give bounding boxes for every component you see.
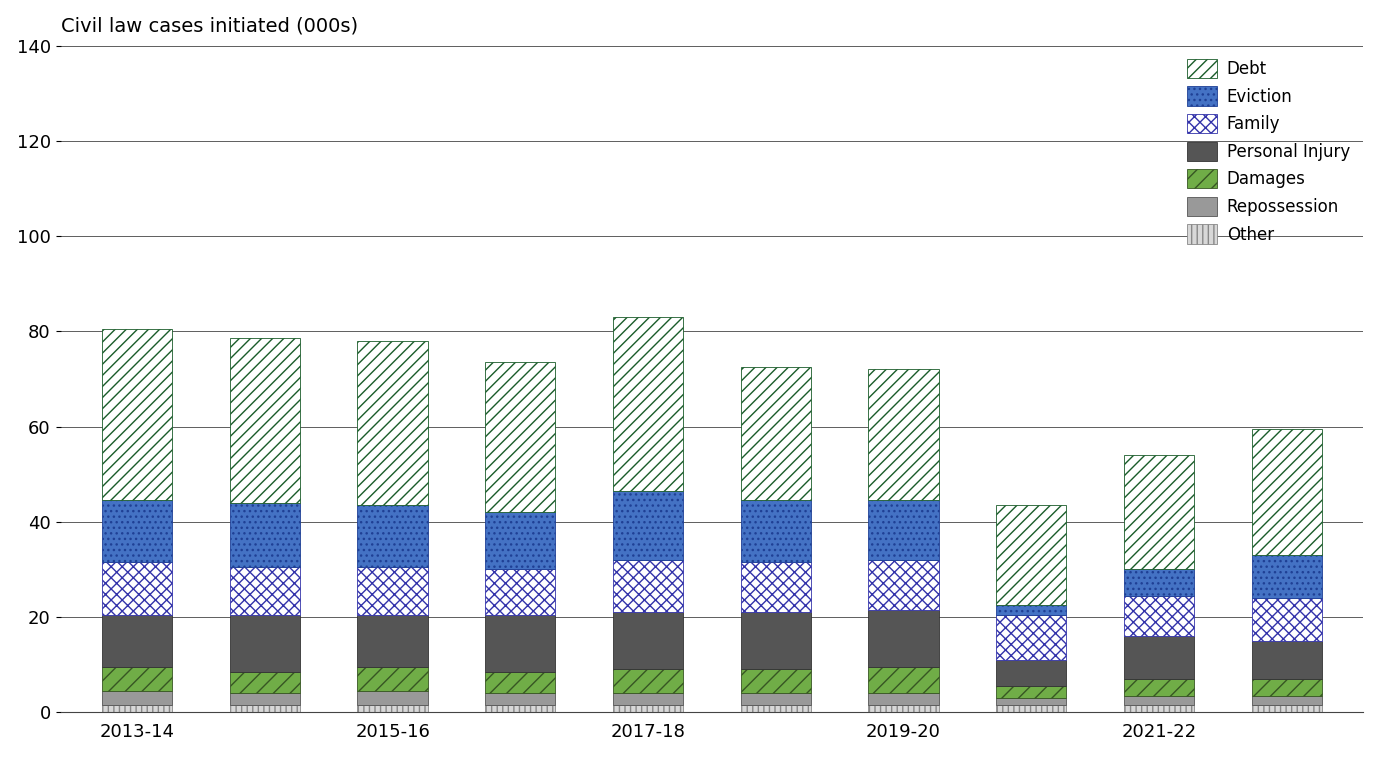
Bar xyxy=(1123,696,1194,705)
Bar xyxy=(1252,641,1322,679)
Bar xyxy=(996,705,1067,713)
Bar xyxy=(996,686,1067,698)
Bar xyxy=(102,667,172,691)
Bar xyxy=(486,512,556,569)
Bar xyxy=(357,615,428,667)
Bar xyxy=(486,362,556,512)
Bar xyxy=(357,505,428,567)
Bar xyxy=(1123,455,1194,569)
Bar xyxy=(102,329,172,500)
Bar xyxy=(357,341,428,505)
Bar xyxy=(996,505,1067,605)
Bar xyxy=(1123,636,1194,679)
Bar xyxy=(868,369,938,500)
Bar xyxy=(613,669,683,693)
Bar xyxy=(868,500,938,560)
Bar xyxy=(1123,596,1194,636)
Bar xyxy=(996,698,1067,705)
Bar xyxy=(486,569,556,615)
Legend: Debt, Eviction, Family, Personal Injury, Damages, Repossession, Other: Debt, Eviction, Family, Personal Injury,… xyxy=(1181,54,1355,249)
Bar xyxy=(486,615,556,672)
Bar xyxy=(1252,555,1322,598)
Bar xyxy=(741,367,811,500)
Bar xyxy=(102,705,172,713)
Bar xyxy=(486,693,556,705)
Bar xyxy=(996,615,1067,660)
Bar xyxy=(1252,696,1322,705)
Bar xyxy=(1252,705,1322,713)
Bar xyxy=(613,490,683,560)
Bar xyxy=(229,615,299,672)
Bar xyxy=(1252,429,1322,555)
Bar xyxy=(613,612,683,669)
Bar xyxy=(741,693,811,705)
Bar xyxy=(996,660,1067,686)
Bar xyxy=(357,567,428,615)
Bar xyxy=(229,567,299,615)
Bar xyxy=(229,338,299,503)
Bar xyxy=(868,610,938,667)
Bar xyxy=(868,560,938,610)
Bar xyxy=(1252,679,1322,696)
Bar xyxy=(996,605,1067,615)
Bar xyxy=(229,672,299,693)
Bar xyxy=(613,705,683,713)
Bar xyxy=(1123,679,1194,696)
Bar xyxy=(357,691,428,705)
Bar xyxy=(357,667,428,691)
Bar xyxy=(613,693,683,705)
Text: Civil law cases initiated (000s): Civil law cases initiated (000s) xyxy=(61,17,357,36)
Bar xyxy=(102,500,172,562)
Bar xyxy=(1252,598,1322,641)
Bar xyxy=(741,562,811,612)
Bar xyxy=(741,669,811,693)
Bar xyxy=(741,705,811,713)
Bar xyxy=(229,503,299,567)
Bar xyxy=(486,705,556,713)
Bar xyxy=(741,612,811,669)
Bar xyxy=(741,500,811,562)
Bar xyxy=(229,705,299,713)
Bar xyxy=(868,667,938,693)
Bar xyxy=(1123,705,1194,713)
Bar xyxy=(357,705,428,713)
Bar xyxy=(613,560,683,612)
Bar xyxy=(868,693,938,705)
Bar xyxy=(102,562,172,615)
Bar xyxy=(868,705,938,713)
Bar xyxy=(229,693,299,705)
Bar xyxy=(102,691,172,705)
Bar xyxy=(1123,569,1194,596)
Bar xyxy=(486,672,556,693)
Bar xyxy=(102,615,172,667)
Bar xyxy=(613,317,683,490)
